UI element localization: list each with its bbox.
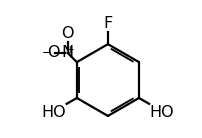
Text: O: O — [61, 26, 74, 41]
Text: F: F — [103, 16, 113, 31]
Text: −: − — [42, 46, 52, 59]
Text: O: O — [47, 45, 60, 60]
Text: N: N — [61, 45, 74, 60]
Text: +: + — [66, 45, 75, 55]
Text: HO: HO — [41, 105, 66, 120]
Text: HO: HO — [150, 105, 175, 120]
